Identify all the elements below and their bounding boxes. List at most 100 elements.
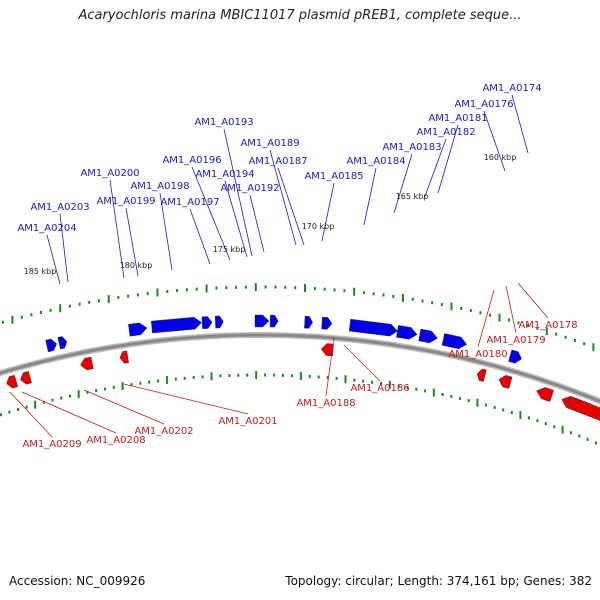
- inner-tick-mark: [450, 394, 453, 398]
- outer-tick-mark: [323, 287, 326, 291]
- leader-line: [321, 182, 335, 242]
- inner-tick-mark: [353, 378, 356, 382]
- outer-tick-mark: [166, 290, 169, 293]
- outer-tick-mark: [294, 286, 297, 290]
- inner-tick-mark: [335, 376, 338, 380]
- leader-line: [517, 282, 549, 319]
- outer-tick-mark: [382, 293, 385, 297]
- inner-tick-mark: [17, 408, 19, 411]
- inner-tick-mark: [130, 383, 133, 387]
- outer-tick-mark: [205, 284, 208, 293]
- outer-tick-mark: [372, 292, 375, 296]
- kbp-tick-label: 180 kbp: [120, 261, 153, 270]
- forward-gene-arrow: [441, 333, 468, 350]
- inner-tick-mark: [441, 393, 444, 396]
- inner-tick-mark: [344, 375, 347, 384]
- forward-gene-arrow: [396, 325, 418, 340]
- forward-gene-arrow-shape: [304, 315, 313, 329]
- reverse-gene-arrow: [320, 343, 334, 357]
- inner-tick-mark: [397, 384, 400, 388]
- leader-line: [189, 208, 211, 265]
- forward-gene-arrow: [214, 315, 224, 329]
- forward-gene-label: AM1_A0185: [304, 171, 363, 182]
- leader-line: [325, 336, 335, 397]
- inner-tick-mark: [121, 382, 124, 390]
- forward-gene-arrow: [57, 336, 68, 350]
- inner-tick-mark: [371, 380, 374, 384]
- forward-gene-arrow: [269, 314, 279, 328]
- outer-tick-mark: [489, 313, 491, 317]
- reverse-gene-label: AM1_A0209: [22, 439, 81, 450]
- outer-tick-mark: [215, 286, 218, 290]
- forward-gene-arrow: [254, 314, 270, 328]
- outer-tick-mark: [363, 291, 365, 295]
- inner-tick-mark: [210, 372, 213, 381]
- inner-tick-mark: [415, 387, 418, 391]
- tick-dots: [0, 283, 597, 445]
- outer-tick-mark: [146, 292, 149, 296]
- outer-tick-mark: [450, 302, 453, 311]
- leader-line: [511, 94, 529, 154]
- forward-gene-label: AM1_A0196: [162, 155, 221, 166]
- forward-gene-arrow: [321, 316, 333, 330]
- reverse-gene-arrow: [566, 397, 600, 422]
- leader-line: [277, 167, 305, 246]
- inner-tick-mark: [112, 385, 115, 389]
- reverse-gene-arrow-shape: [20, 371, 32, 385]
- outer-tick-mark: [88, 300, 91, 304]
- reverse-gene-arrow: [476, 368, 487, 382]
- inner-tick-mark: [406, 386, 409, 390]
- forward-gene-label: AM1_A0194: [195, 169, 254, 180]
- outer-tick-mark: [59, 304, 62, 313]
- outer-tick-mark: [545, 327, 548, 336]
- forward-gene-arrow-shape: [508, 349, 522, 364]
- inner-tick-mark: [544, 422, 547, 426]
- forward-gene-arrow-shape: [214, 315, 224, 329]
- outer-tick-mark: [440, 303, 443, 306]
- kbp-tick-label: 175 kbp: [213, 245, 246, 254]
- kbp-tick-label: 170 kbp: [302, 222, 335, 231]
- reverse-gene-label: AM1_A0178: [518, 320, 577, 331]
- outer-tick-mark: [264, 285, 267, 289]
- inner-tick-mark: [183, 376, 186, 380]
- inner-tick-mark: [362, 379, 365, 383]
- forward-gene-arrow-shape: [269, 314, 279, 328]
- forward-gene-arrow-shape: [321, 316, 333, 330]
- inner-tick-mark: [388, 380, 391, 389]
- leader-line: [224, 180, 248, 258]
- outer-tick-mark: [30, 313, 33, 317]
- forward-gene-arrow: [348, 318, 398, 337]
- map-title: Acaryochloris marina MBIC11017 plasmid p…: [78, 8, 522, 23]
- reverse-gene-arrow: [6, 374, 19, 389]
- forward-gene-label: AM1_A0198: [130, 181, 189, 192]
- leader-line: [46, 234, 61, 285]
- kbp-tick-label: 165 kbp: [396, 192, 429, 201]
- inner-tick-mark: [237, 373, 240, 377]
- reverse-gene-arrow: [80, 356, 94, 371]
- reverse-gene-arrow-shape: [320, 343, 334, 357]
- leader-line: [59, 213, 69, 283]
- inner-tick-mark: [148, 380, 151, 384]
- inner-tick-mark: [502, 408, 505, 412]
- inner-tick-mark: [467, 399, 470, 403]
- backbone-line: [0, 333, 600, 403]
- inner-tick-mark: [201, 375, 204, 379]
- inner-tick-mark: [77, 390, 80, 399]
- forward-gene-arrow: [304, 315, 313, 329]
- outer-tick-mark: [11, 315, 14, 324]
- outer-tick-mark: [176, 289, 179, 293]
- inner-tick-mark: [476, 398, 479, 407]
- inner-tick-mark: [51, 398, 54, 402]
- forward-gene-label: AM1_A0174: [482, 83, 541, 94]
- inner-tick-mark: [273, 373, 276, 377]
- reverse-gene-label: AM1_A0188: [296, 398, 355, 409]
- inner-tick-mark: [326, 376, 329, 380]
- forward-gene-arrow: [418, 328, 438, 344]
- outer-tick-mark: [517, 321, 520, 325]
- inner-tick-mark: [264, 373, 267, 377]
- forward-gene-arrow: [128, 322, 148, 337]
- reverse-gene-label: AM1_A0208: [86, 435, 145, 446]
- outer-tick-mark: [564, 335, 567, 339]
- outer-tick-mark: [498, 313, 501, 322]
